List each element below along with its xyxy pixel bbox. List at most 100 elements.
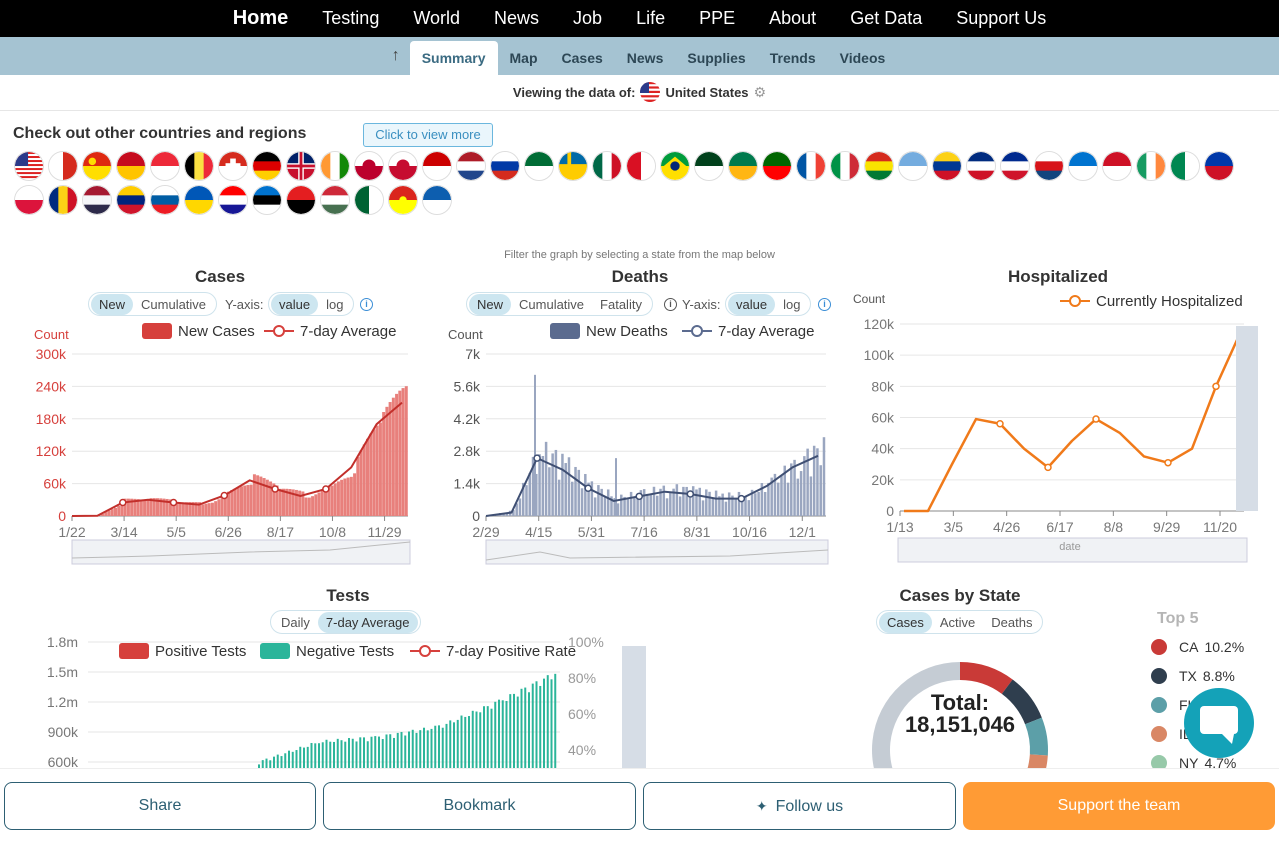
netherlands-flag-icon[interactable] (456, 151, 486, 181)
chat-button[interactable] (1184, 688, 1254, 758)
south-korea-flag-icon[interactable] (388, 151, 418, 181)
cases-value-option[interactable]: value (271, 293, 319, 315)
czech-flag-icon[interactable] (1034, 151, 1064, 181)
brazil-flag-icon[interactable] (660, 151, 690, 181)
germany-flag-icon[interactable] (252, 151, 282, 181)
by-state-donut-chart[interactable] (860, 640, 1060, 770)
nav-job[interactable]: Job (573, 8, 603, 28)
tab-videos[interactable]: Videos (839, 50, 886, 66)
india-flag-icon[interactable] (320, 151, 350, 181)
thailand-flag-icon[interactable] (82, 185, 112, 215)
france-flag-icon[interactable] (796, 151, 826, 181)
tests-daily-option[interactable]: Daily (281, 614, 310, 630)
deaths-log-option[interactable]: log (783, 296, 801, 312)
albania-flag-icon[interactable] (286, 185, 316, 215)
poland-flag-icon[interactable] (14, 185, 44, 215)
cases-new-option[interactable]: New (91, 293, 134, 315)
nigeria-flag-icon[interactable] (1170, 151, 1200, 181)
switzerland-flag-icon[interactable] (218, 151, 248, 181)
bolivia-flag-icon[interactable] (864, 151, 894, 181)
south-africa-flag-icon[interactable] (728, 151, 758, 181)
us-flag-icon[interactable] (14, 151, 44, 181)
deaths-value-option[interactable]: value (728, 293, 776, 315)
tab-news[interactable]: News (626, 50, 664, 66)
ukraine-flag-icon[interactable] (184, 185, 214, 215)
nav-news[interactable]: News (494, 8, 540, 28)
saudi-arabia-flag-icon[interactable] (524, 151, 554, 181)
nav-home[interactable]: Home (232, 7, 289, 29)
cases-cumulative-option[interactable]: Cumulative (141, 296, 207, 312)
deaths-fatality-info-icon[interactable]: i (664, 298, 677, 311)
vietnam-flag-icon[interactable] (388, 185, 418, 215)
ireland-flag-icon[interactable] (1136, 151, 1166, 181)
cases-log-option[interactable]: log (326, 296, 344, 312)
colombia-flag-icon[interactable] (932, 151, 962, 181)
uk-flag-icon[interactable] (286, 151, 316, 181)
sweden-flag-icon[interactable] (558, 151, 588, 181)
canada-flag-icon[interactable] (48, 151, 78, 181)
tab-summary[interactable]: Summary (409, 41, 498, 75)
tests-average-option[interactable]: 7-day Average (317, 611, 418, 633)
tests-chart[interactable]: Positive Tests Negative Tests 7-day Positi… (0, 630, 660, 770)
cases-chart[interactable]: Count New Cases 7-day Average 0 60k 120k 180k 2… (0, 320, 430, 570)
greece-flag-icon[interactable] (422, 185, 452, 215)
bookmark-button[interactable]: Bookmark (323, 782, 636, 830)
nav-get-data[interactable]: Get Data (850, 8, 923, 28)
philippines-flag-icon[interactable] (1204, 151, 1234, 181)
tab-map[interactable]: Map (509, 50, 538, 66)
follow-button[interactable]: ✦ Follow us (643, 782, 956, 830)
top5-item[interactable]: NY 4.7% (1150, 748, 1244, 777)
pakistan-flag-icon[interactable] (694, 151, 724, 181)
top5-item[interactable]: CA 10.2% (1150, 632, 1244, 661)
deaths-info-icon[interactable]: i (818, 298, 831, 311)
deaths-cumulative-option[interactable]: Cumulative (519, 296, 585, 312)
nav-about[interactable]: About (769, 8, 817, 28)
honduras-flag-icon[interactable] (1068, 151, 1098, 181)
austria-flag-icon[interactable] (150, 151, 180, 181)
hungary-flag-icon[interactable] (320, 185, 350, 215)
by-state-cases-option[interactable]: Cases (879, 611, 932, 633)
peru-flag-icon[interactable] (626, 151, 656, 181)
nav-ppe[interactable]: PPE (699, 8, 736, 28)
gear-icon[interactable]: ⚙ (753, 83, 767, 100)
cases-info-icon[interactable]: i (360, 298, 373, 311)
arrow-up-icon[interactable]: ↑ (391, 47, 400, 64)
china-flag-icon[interactable] (82, 151, 112, 181)
deaths-fatality-option[interactable]: Fatality (600, 296, 642, 312)
venezuela-flag-icon[interactable] (116, 185, 146, 215)
costa-rica-flag-icon[interactable] (966, 151, 996, 181)
deaths-new-option[interactable]: New (469, 293, 512, 315)
nav-testing[interactable]: Testing (322, 8, 380, 28)
algeria-flag-icon[interactable] (354, 185, 384, 215)
by-state-deaths-option[interactable]: Deaths (991, 614, 1033, 630)
tab-supplies[interactable]: Supplies (687, 50, 746, 66)
slovenia-flag-icon[interactable] (150, 185, 180, 215)
share-button[interactable]: Share (4, 782, 316, 830)
tab-trends[interactable]: Trends (769, 50, 816, 66)
hosp-chart[interactable]: Count Currently Hospitalized 0 20k 40k 60k 80k… (850, 290, 1270, 570)
nav-world[interactable]: World (413, 8, 461, 28)
nav-support-us[interactable]: Support Us (956, 8, 1047, 28)
deaths-chart[interactable]: Count New Deaths 7-day Average 0 1.4k 2.8k 4.2… (430, 320, 850, 570)
romania-flag-icon[interactable] (48, 185, 78, 215)
top5-item[interactable]: TX 8.8% (1150, 661, 1244, 690)
indonesia-flag-icon[interactable] (1102, 151, 1132, 181)
italy-flag-icon[interactable] (830, 151, 860, 181)
belgium-flag-icon[interactable] (184, 151, 214, 181)
argentina-flag-icon[interactable] (898, 151, 928, 181)
estonia-flag-icon[interactable] (252, 185, 282, 215)
portugal-flag-icon[interactable] (762, 151, 792, 181)
nav-life[interactable]: Life (636, 8, 666, 28)
croatia-flag-icon[interactable] (218, 185, 248, 215)
by-state-active-option[interactable]: Active (939, 614, 976, 630)
japan-flag-icon[interactable] (354, 151, 384, 181)
support-team-button[interactable]: Support the team (963, 782, 1275, 830)
russia-flag-icon[interactable] (490, 151, 520, 181)
viewing-country[interactable]: United States (665, 84, 749, 100)
spain-flag-icon[interactable] (116, 151, 146, 181)
view-more-button[interactable]: Click to view more (363, 123, 493, 147)
tab-cases[interactable]: Cases (561, 50, 603, 66)
cuba-flag-icon[interactable] (1000, 151, 1030, 181)
mexico-flag-icon[interactable] (592, 151, 622, 181)
malaysia-flag-icon[interactable] (422, 151, 452, 181)
